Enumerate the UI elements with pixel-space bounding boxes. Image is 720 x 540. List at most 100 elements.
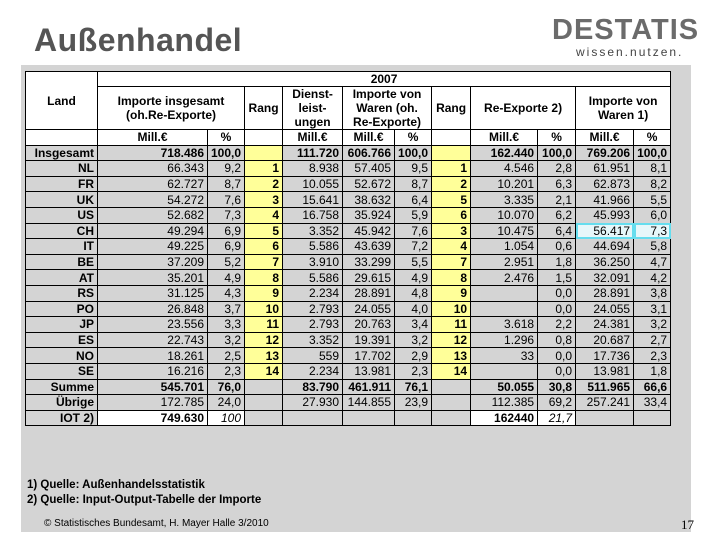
cell: ES [25,331,98,349]
cell: 1,8 [537,253,577,271]
unit-cell: Mill.€ [282,129,344,146]
page-number: 17 [681,517,694,532]
cell: US [25,206,98,224]
cell: 62.727 [97,175,208,193]
cell: 1.054 [470,238,539,255]
unit-cell-empty [25,129,98,146]
cell: 172.785 [97,394,208,411]
cell: 2,5 [206,347,246,364]
unit-cell: % [206,129,246,146]
uebrige-row: Übrige 172.785 24,0 27.930 144.855 23,9 112.38… [25,394,672,411]
cell: 13.981 [342,362,396,380]
cell: 6,3 [537,175,577,193]
cell: 45.993 [575,206,635,224]
cell: 10.475 [470,222,539,240]
cell: 33 [470,347,539,364]
cell: 56.417 [575,222,635,240]
cell [431,409,472,427]
cell: 20.687 [575,331,635,349]
cell: 30,8 [537,378,577,396]
cell: 5 [431,191,472,208]
cell: 4,9 [206,269,246,286]
cell: 28.891 [575,284,635,302]
cell: 8,7 [206,175,246,193]
cell: 6 [431,206,472,224]
cell: BE [25,253,98,271]
cell: 112.385 [470,394,539,411]
cell: 2,2 [537,316,577,333]
unit-cell [431,129,472,146]
cell: 52.672 [342,175,396,193]
cell: 16.758 [282,206,344,224]
cell: 6 [244,238,284,255]
footnotes: 1) Quelle: Außenhandelsstatistik 2) Quel… [27,478,261,508]
cell [342,409,396,427]
cell: 606.766 [342,144,396,162]
cell: 12 [244,331,284,349]
cell [394,409,433,427]
table-row: FR 62.727 8,7 2 10.055 52.672 8,7 2 10.201 6,3 62.… [25,175,672,193]
cell: 41.966 [575,191,635,208]
cell: PO [25,300,98,318]
cell: 545.701 [97,378,208,396]
table-row: JP 23.556 3,3 11 2.793 20.763 3,4 11 3.618 2,2 24.… [25,316,672,333]
cell: 6,4 [394,191,433,208]
cell [431,394,472,411]
cell [470,300,539,318]
cell: 3,8 [633,284,672,302]
cell: 2,3 [633,347,672,364]
cell: Insgesamt [25,144,98,162]
cell: 9 [431,284,472,302]
table-row: SE 16.216 2,3 14 2.234 13.981 2,3 14 0,0 13.981 1,… [25,362,672,380]
cell: IT [25,238,98,255]
cell: 3.335 [470,191,539,208]
cell: 45.942 [342,222,396,240]
cell: 4,2 [633,269,672,286]
cell: 6,9 [206,222,246,240]
cell: 23.556 [97,316,208,333]
cell: 3.618 [470,316,539,333]
cell: 66,6 [633,378,672,396]
cell: 3 [431,222,472,240]
cell: 14 [431,362,472,380]
cell: 2.793 [282,316,344,333]
cell: 8 [431,269,472,286]
cell: 559 [282,347,344,364]
cell: 9,5 [394,160,433,177]
units-row: Mill.€% Mill.€ Mill.€% Mill.€% Mill.€% [25,129,672,146]
cell: Übrige [25,394,98,411]
cell: 11 [244,316,284,333]
table-row: ES 22.743 3,2 12 3.352 19.391 3,2 12 1.296 0,8 20.… [25,331,672,349]
table-row: UK 54.272 7,6 3 15.641 38.632 6,4 5 3.335 2,1 41.9… [25,191,672,208]
header-year: 2007 [96,71,672,87]
footnote-2: 2) Quelle: Input-Output-Tabelle der Impo… [27,494,262,506]
cell: 5,5 [633,191,672,208]
cell: 749.630 [97,409,208,427]
cell: 33,4 [633,394,672,411]
summe-row: Summe 545.701 76,0 83.790 461.911 76,1 50.055 3… [25,378,672,396]
cell: 1,5 [537,269,577,286]
cell: 3.352 [282,222,344,240]
cell: 69,2 [537,394,577,411]
cell: 8,7 [394,175,433,193]
cell: 4,0 [394,300,433,318]
header-dienstleistungen: Dienst-leist-ungen [282,86,344,130]
unit-cell: Mill.€ [342,129,396,146]
cell: 13.981 [575,362,635,380]
cell: 76,0 [206,378,246,396]
unit-cell: Mill.€ [470,129,539,146]
unit-cell: % [394,129,433,146]
cell: 8.938 [282,160,344,177]
unit-cell: Mill.€ [97,129,208,146]
table-row: IT 49.225 6,9 6 5.586 43.639 7,2 4 1.054 0,6 44.69… [25,238,672,255]
cell: 44.694 [575,238,635,255]
cell [575,409,635,427]
cell: 10.070 [470,206,539,224]
table-row: RS 31.125 4,3 9 2.234 28.891 4,8 9 0,0 28.891 3,8 [25,284,672,302]
cell [244,394,284,411]
cell: 4,8 [394,284,433,302]
cell: 24,0 [206,394,246,411]
cell: 36.250 [575,253,635,271]
cell: 2.234 [282,362,344,380]
cell [470,284,539,302]
